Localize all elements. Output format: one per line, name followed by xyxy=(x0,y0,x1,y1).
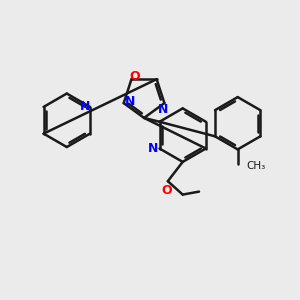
Text: N: N xyxy=(80,100,90,113)
Text: CH₃: CH₃ xyxy=(246,161,265,171)
Text: N: N xyxy=(148,142,158,155)
Text: O: O xyxy=(130,70,140,83)
Text: N: N xyxy=(125,95,135,108)
Text: N: N xyxy=(158,103,168,116)
Text: O: O xyxy=(161,184,172,196)
